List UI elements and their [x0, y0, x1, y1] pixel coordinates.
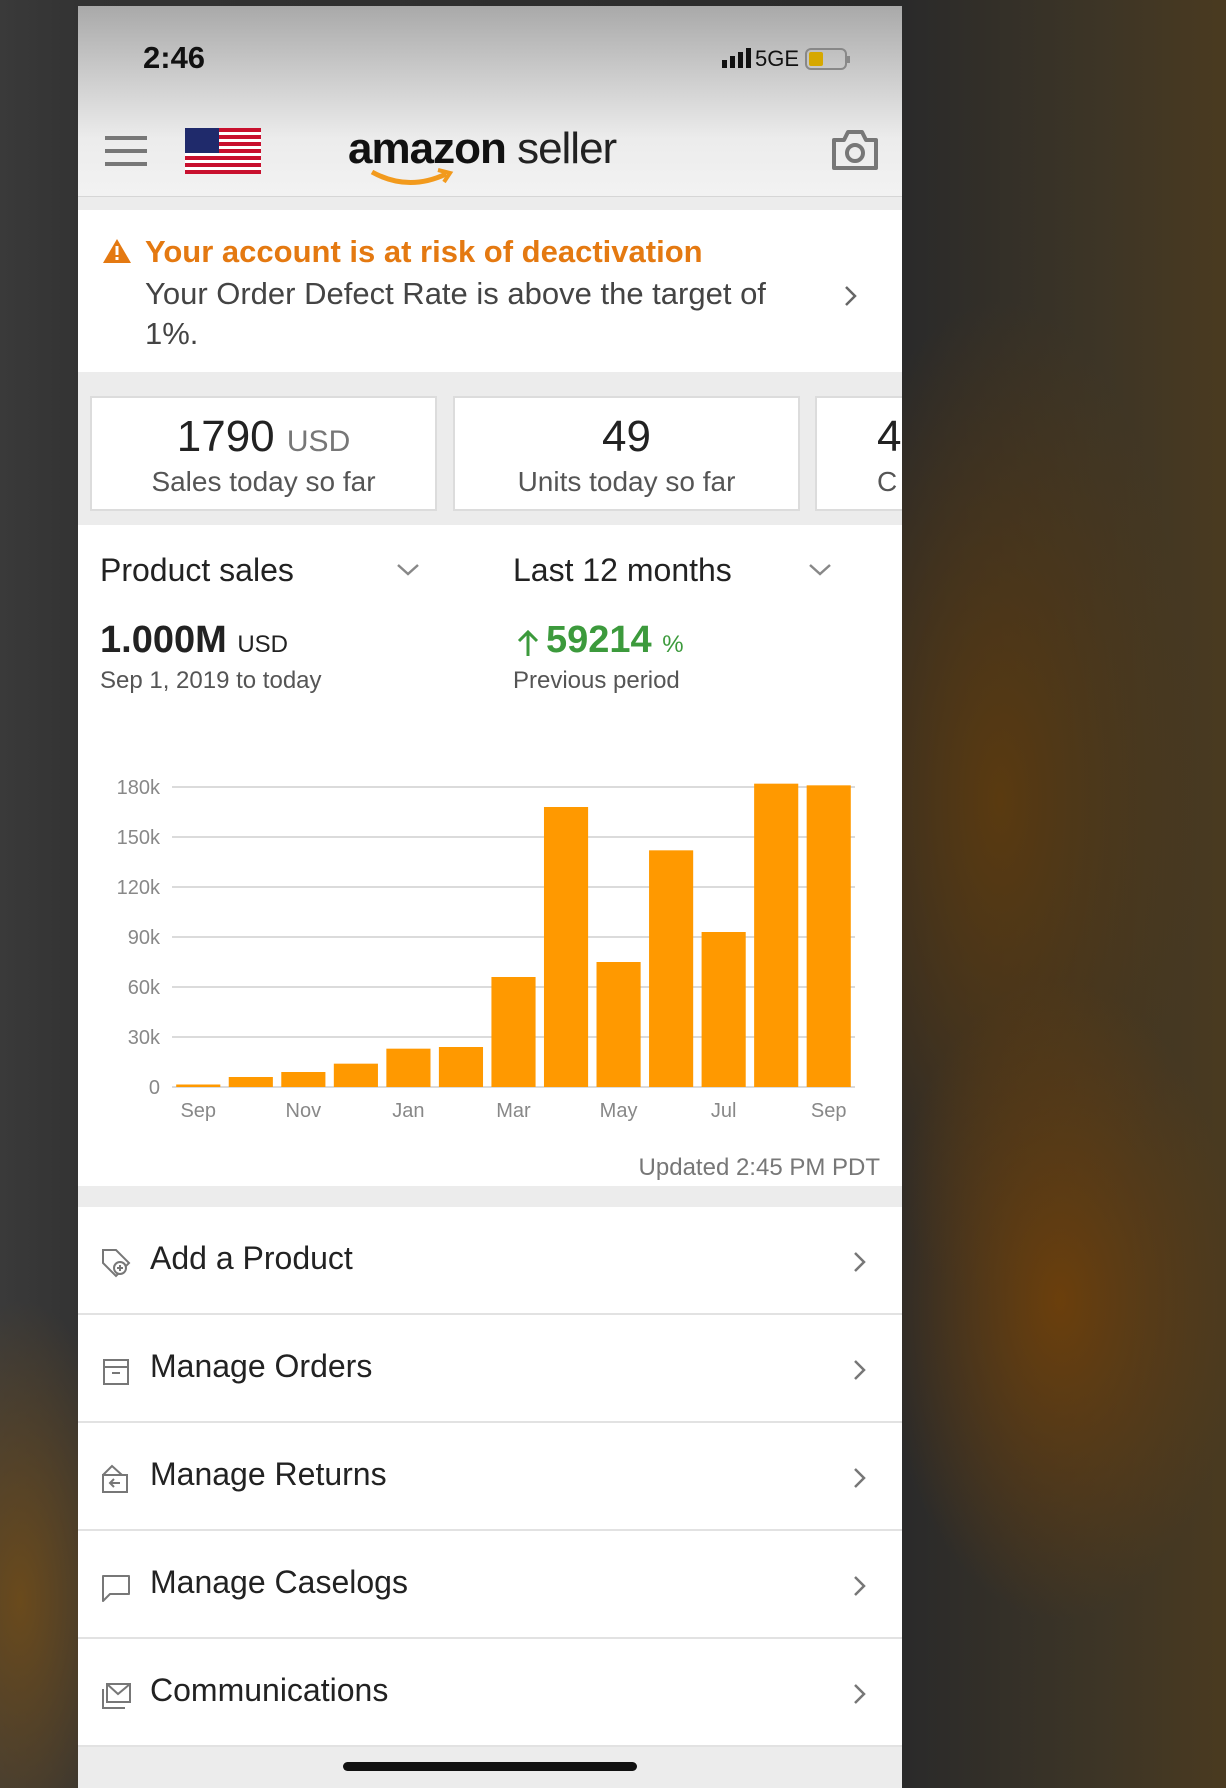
- change-unit: %: [662, 631, 684, 658]
- bar: [649, 850, 694, 1087]
- menu-button[interactable]: [105, 134, 149, 168]
- menu-icon: [102, 1464, 128, 1493]
- total-value: 1.000M: [100, 619, 227, 661]
- card-value: 49: [602, 412, 651, 461]
- menu-label: Communications: [150, 1672, 389, 1708]
- chevron: [854, 1576, 866, 1596]
- alert-banner[interactable]: [78, 210, 902, 372]
- y-tick-label: 60k: [128, 977, 161, 999]
- card-value: 4: [877, 412, 902, 461]
- bar: [438, 1047, 484, 1087]
- x-tick-label: Sep: [180, 1100, 216, 1122]
- menu-label: Manage Orders: [150, 1348, 373, 1384]
- change-label: Previous period: [513, 667, 680, 694]
- card-label: C: [877, 466, 898, 497]
- logo-smile: [370, 168, 454, 185]
- menu-item[interactable]: Manage Returns: [78, 1423, 902, 1531]
- menu-label: Manage Returns: [150, 1456, 387, 1492]
- updated-time: Updated 2:45 PM PDT: [638, 1154, 880, 1181]
- bar: [386, 1048, 431, 1087]
- home-indicator: [343, 1762, 637, 1771]
- period-dropdown[interactable]: Last 12 months: [513, 552, 732, 588]
- y-tick-label: 120k: [117, 877, 161, 899]
- menu-icon: [103, 1359, 129, 1385]
- status-icons: 5GE: [722, 46, 850, 71]
- card-unit: USD: [286, 425, 351, 458]
- card-label: Sales today so far: [151, 466, 376, 497]
- menu-icon: [102, 1683, 131, 1709]
- y-tick-label: 90k: [128, 927, 161, 949]
- summary-change: 59214 %: [546, 619, 684, 662]
- menu-item[interactable]: Communications: [78, 1639, 902, 1747]
- menu-icon: [102, 1575, 130, 1602]
- bar: [281, 1072, 326, 1087]
- metric-card[interactable]: 4 C: [815, 396, 902, 511]
- alert-message: Your Order Defect Rate is above the targ…: [145, 276, 766, 351]
- menu-item[interactable]: Manage Caselogs: [78, 1531, 902, 1639]
- logo: amazon seller: [348, 124, 617, 174]
- alert-title: Your account is at risk of deactivation: [145, 234, 703, 269]
- card-label: Units today so far: [517, 466, 736, 497]
- y-tick-label: 30k: [128, 1027, 161, 1049]
- sales-chart: 0 30k 60k 90k 120k 150k 180k Sep Nov Jan Mar May Jul…: [117, 777, 855, 1122]
- menu-item[interactable]: Add a Product: [78, 1207, 902, 1315]
- chevron: [854, 1252, 866, 1272]
- bar: [228, 1077, 273, 1087]
- up-arrow: [517, 629, 539, 656]
- bar: [701, 932, 746, 1087]
- x-tick-label: Sep: [811, 1100, 847, 1122]
- chevron: [854, 1360, 866, 1380]
- x-tick-label: Nov: [286, 1100, 322, 1122]
- menu-item[interactable]: Manage Orders: [78, 1315, 902, 1423]
- y-tick-label: 0: [149, 1077, 160, 1099]
- chevron-down: [397, 564, 419, 576]
- warning-icon: [103, 239, 131, 263]
- total-unit: USD: [237, 631, 288, 658]
- menu-label: Manage Caselogs: [150, 1564, 408, 1600]
- status-time: 2:46: [143, 40, 206, 75]
- camera-button[interactable]: [830, 128, 880, 172]
- bar: [491, 977, 536, 1087]
- change-value: 59214: [546, 619, 652, 661]
- chevron: [854, 1684, 866, 1704]
- summary-range: Sep 1, 2019 to today: [100, 667, 322, 694]
- status-network: 5GE: [755, 46, 799, 71]
- chevron-down: [809, 564, 831, 576]
- bar: [596, 962, 641, 1087]
- phone: 2:46 5GE amazon seller Your account is a…: [78, 6, 902, 1788]
- summary-total: 1.000M USD: [100, 619, 288, 662]
- chevron: [854, 1468, 866, 1488]
- country-flag[interactable]: [185, 128, 261, 174]
- bar: [806, 785, 851, 1087]
- x-tick-label: Jul: [711, 1100, 737, 1122]
- bar: [333, 1063, 378, 1087]
- menu-label: Add a Product: [150, 1240, 353, 1276]
- card-value: 1790: [176, 412, 275, 461]
- metric-dropdown[interactable]: Product sales: [100, 552, 294, 588]
- bar: [543, 807, 589, 1087]
- metric-card[interactable]: 49 Units today so far: [453, 396, 800, 511]
- metric-card[interactable]: 1790 USD Sales today so far: [90, 396, 437, 511]
- chevron: [845, 286, 857, 306]
- menu-icon: [102, 1249, 131, 1278]
- logo-product: seller: [517, 124, 617, 173]
- logo-brand: amazon: [348, 124, 507, 173]
- bar: [176, 1084, 221, 1087]
- x-tick-label: May: [600, 1100, 638, 1122]
- y-tick-label: 150k: [117, 827, 161, 849]
- x-tick-label: Jan: [392, 1100, 424, 1122]
- bar: [754, 783, 799, 1087]
- x-tick-label: Mar: [496, 1100, 531, 1122]
- y-tick-label: 180k: [117, 777, 161, 799]
